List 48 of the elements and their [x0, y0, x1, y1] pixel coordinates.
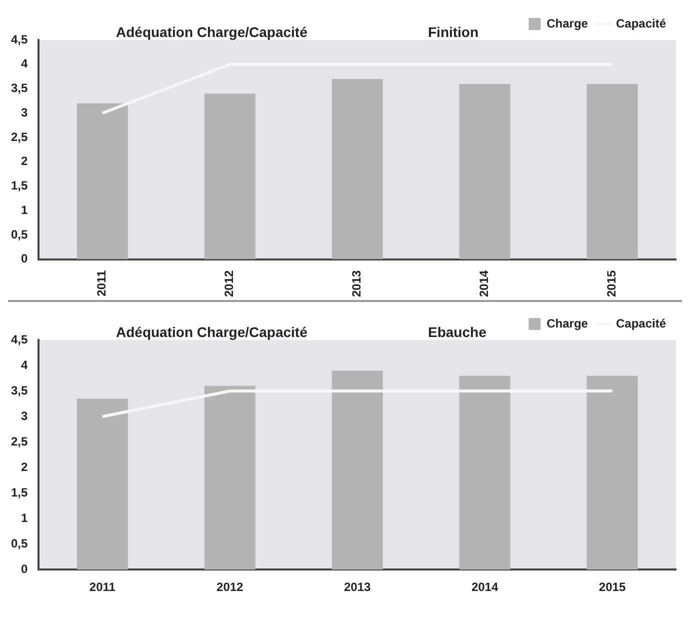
y-tick-label: 0,5: [10, 536, 28, 550]
x-tick-label: 2012: [222, 270, 236, 298]
y-tick-label: 4,5: [10, 332, 28, 346]
x-tick-label: 2015: [604, 270, 619, 298]
bar: [459, 376, 510, 570]
chart-title: Adéquation Charge/Capacité: [116, 24, 308, 40]
x-tick-label: 2014: [477, 270, 492, 298]
x-tick-label: 2011: [89, 580, 116, 594]
bar: [332, 370, 383, 570]
chart-subtitle: Ebauche: [428, 324, 486, 340]
legend-label: Charge: [546, 16, 588, 30]
y-tick-label: 2,5: [10, 434, 28, 448]
x-tick-label: 2013: [344, 580, 372, 594]
y-tick-label: 0: [20, 252, 28, 266]
chart-title: Adéquation Charge/Capacité: [116, 324, 308, 340]
y-tick-label: 2: [20, 460, 28, 474]
bar: [586, 84, 638, 260]
y-tick-label: 1: [20, 510, 28, 525]
x-tick-label: 2012: [216, 580, 244, 594]
y-tick-label: 0: [20, 562, 28, 576]
y-tick-label: 3: [20, 408, 28, 423]
x-tick-label: 2014: [471, 580, 498, 594]
y-tick-label: 3: [20, 105, 28, 120]
x-tick-label: 2011: [94, 270, 109, 296]
y-tick-label: 4: [20, 358, 28, 372]
y-tick-label: 1: [20, 202, 28, 217]
y-tick-label: 1,5: [10, 485, 28, 500]
legend-label: Capacité: [616, 316, 666, 330]
y-tick-label: 3,5: [10, 383, 28, 398]
y-tick-label: 3,5: [10, 81, 28, 96]
x-tick-label: 2015: [598, 580, 626, 594]
y-tick-label: 4,5: [10, 32, 28, 46]
bar: [332, 78, 383, 260]
legend-label: Capacité: [616, 16, 666, 30]
x-tick-label: 2013: [350, 270, 364, 298]
y-tick-label: 0,5: [10, 227, 28, 242]
bar: [459, 84, 510, 260]
chart-subtitle: Finition: [428, 24, 479, 40]
y-tick-label: 2,5: [10, 130, 28, 144]
bar: [586, 376, 638, 570]
bar: [204, 94, 256, 260]
y-tick-label: 1,5: [10, 178, 28, 193]
bar: [76, 398, 128, 570]
bar: [204, 386, 256, 570]
legend-label: Charge: [546, 316, 588, 330]
y-tick-label: 2: [20, 154, 28, 168]
bar: [76, 103, 128, 260]
y-tick-label: 4: [20, 56, 28, 71]
